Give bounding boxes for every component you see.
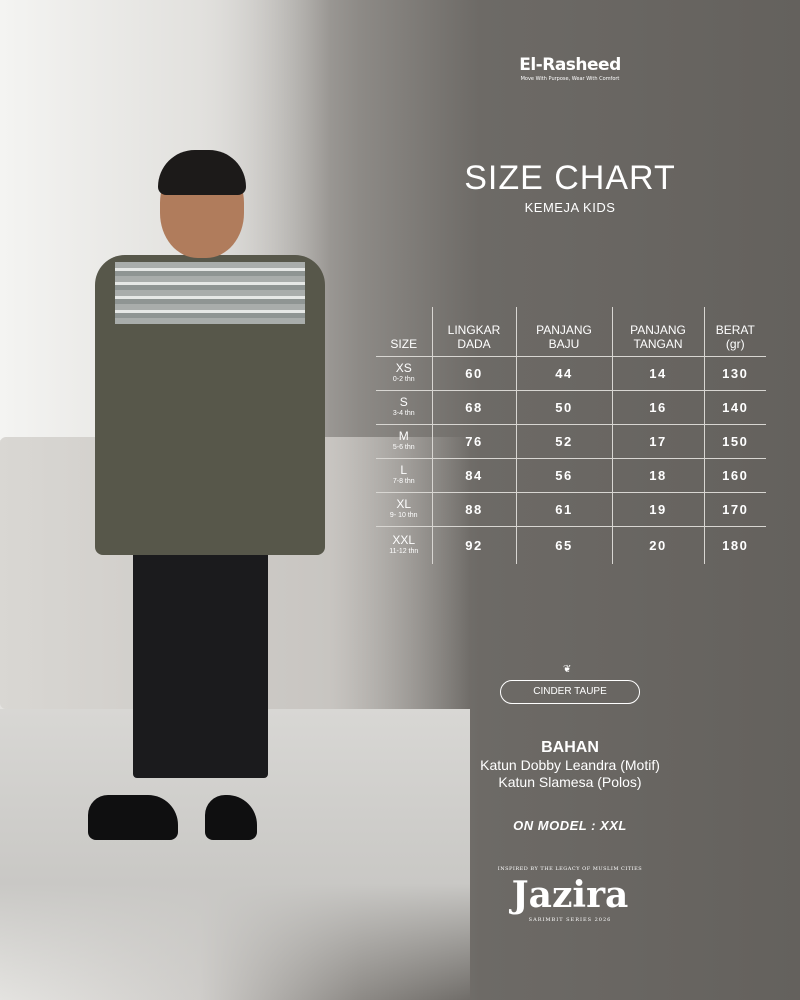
ornament-icon: ❦ [563, 664, 572, 675]
material-title: BAHAN [541, 739, 599, 756]
pants [133, 548, 268, 778]
value-cell: 20 [611, 526, 704, 564]
value-cell: 170 [703, 492, 766, 527]
color-badge: CINDER TAUPE [500, 680, 640, 704]
value-cell: 19 [611, 492, 704, 527]
header-length: PANJANG BAJU [515, 307, 612, 357]
value-cell: 56 [515, 458, 612, 493]
table-row: XL 9- 10 thn 88 61 19 170 [376, 492, 766, 527]
value-cell: 180 [703, 526, 766, 564]
page-subtitle: KEMEJA KIDS [524, 200, 616, 215]
value-cell: 44 [515, 356, 612, 391]
size-cell: S 3-4 thn [376, 390, 432, 425]
value-cell: 14 [611, 356, 704, 391]
table-row: S 3-4 thn 68 50 16 140 [376, 390, 766, 425]
collection-logo: INSPIRED BY THE LEGACY OF MUSLIM CITIES … [490, 866, 650, 924]
table-row: M 5-6 thn 76 52 17 150 [376, 424, 766, 459]
value-cell: 50 [515, 390, 612, 425]
material-line: Katun Slamesa (Polos) [498, 774, 642, 790]
value-cell: 88 [431, 492, 516, 527]
header-sleeve: PANJANG TANGAN [611, 307, 704, 357]
brand-logo: El-Rasheed Move With Purpose, Wear With … [505, 55, 635, 83]
size-cell: L 7-8 thn [376, 458, 432, 493]
value-cell: 65 [515, 526, 612, 564]
table-header: SIZE LINGKAR DADA PANJANG BAJU PANJANG TANG… [376, 307, 766, 357]
material-line: Katun Dobby Leandra (Motif) [480, 757, 660, 773]
value-cell: 16 [611, 390, 704, 425]
value-cell: 130 [703, 356, 766, 391]
material-section: BAHAN Katun Dobby Leandra (Motif) Katun … [440, 738, 700, 791]
value-cell: 52 [515, 424, 612, 459]
size-table: SIZE LINGKAR DADA PANJANG BAJU PANJANG TANG… [376, 307, 766, 564]
boy-hair [158, 150, 246, 195]
value-cell: 17 [611, 424, 704, 459]
value-cell: 76 [431, 424, 516, 459]
header-chest: LINGKAR DADA [431, 307, 516, 357]
size-cell: XL 9- 10 thn [376, 492, 432, 527]
value-cell: 60 [431, 356, 516, 391]
brand-name: El-Rasheed [519, 55, 621, 75]
shirt-yoke [115, 262, 305, 324]
value-cell: 160 [703, 458, 766, 493]
value-cell: 61 [515, 492, 612, 527]
collection-name: Jazira [511, 874, 629, 916]
table-row: XS 0-2 thn 60 44 14 130 [376, 356, 766, 391]
size-cell: M 5-6 thn [376, 424, 432, 459]
table-row: L 7-8 thn 84 56 18 160 [376, 458, 766, 493]
shoe [88, 795, 178, 840]
value-cell: 68 [431, 390, 516, 425]
value-cell: 150 [703, 424, 766, 459]
collection-series: SARIMBIT SERIES 2026 [528, 917, 612, 923]
size-cell: XS 0-2 thn [376, 356, 432, 391]
collection-tagline: INSPIRED BY THE LEGACY OF MUSLIM CITIES [497, 866, 643, 872]
page-title: SIZE CHART [464, 159, 676, 197]
on-model-size: ON MODEL : XXL [513, 818, 627, 833]
value-cell: 18 [611, 458, 704, 493]
header-weight: BERAT (gr) [703, 307, 766, 357]
value-cell: 140 [703, 390, 766, 425]
value-cell: 84 [431, 458, 516, 493]
header-size: SIZE [376, 307, 432, 357]
value-cell: 92 [431, 526, 516, 564]
size-cell: XXL 11-12 thn [389, 533, 419, 556]
table-row: XXL 11-12 thn 92 65 20 180 [376, 526, 766, 564]
brand-tagline: Move With Purpose, Wear With Comfort [520, 76, 620, 82]
